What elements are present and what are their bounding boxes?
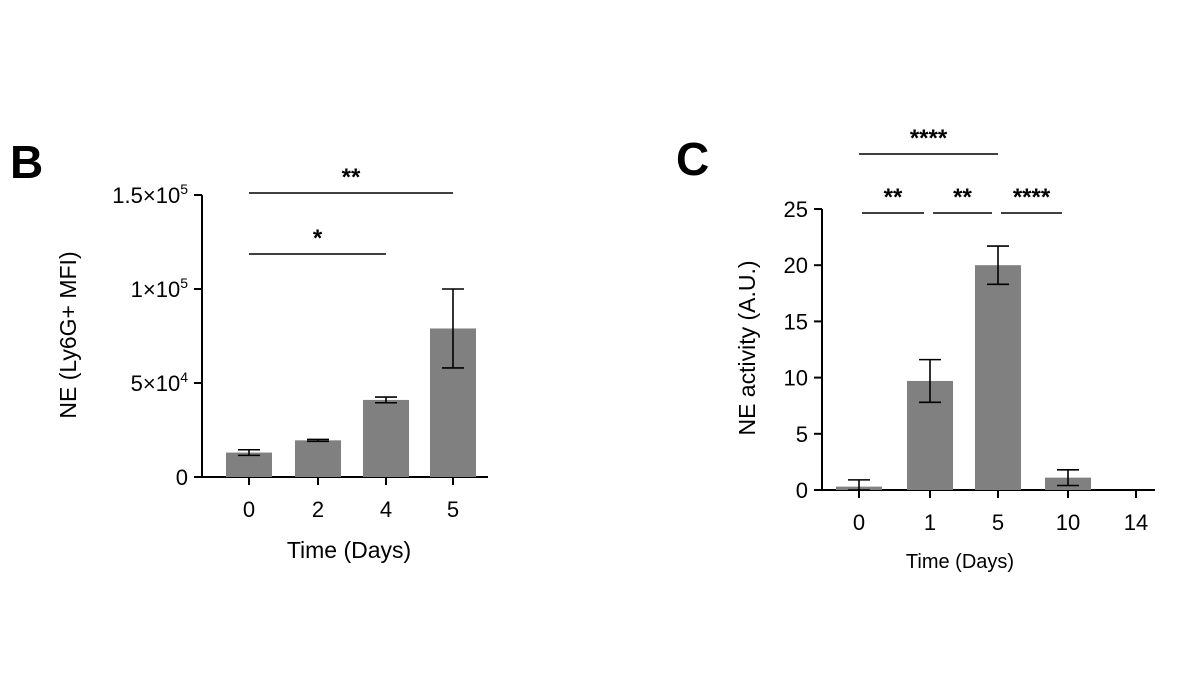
- y-tick-label-c: 5: [796, 422, 808, 447]
- x-axis-label-b: Time (Days): [287, 537, 411, 563]
- y-tick-label-b: 5×104: [131, 369, 189, 396]
- y-axis-label-b: NE (Ly6G+ MFI): [55, 251, 81, 418]
- bar-c-5: [975, 265, 1021, 490]
- panel-b: B NE (Ly6G+ MFI) Time (Days) 0 5×104 1×105…: [10, 136, 488, 563]
- panel-label-b: B: [10, 136, 43, 188]
- significance-label-b: *: [313, 225, 323, 252]
- y-tick-label-b: 1.5×105: [112, 181, 188, 208]
- y-tick-label-c: 10: [784, 366, 808, 391]
- x-tick-label-c: 5: [992, 510, 1004, 535]
- significance-label-c: **: [953, 184, 972, 211]
- significance-label-b: **: [342, 164, 361, 191]
- x-tick-label-b: 0: [243, 497, 255, 522]
- x-tick-label-b: 5: [447, 497, 459, 522]
- significance-label-c: ****: [1013, 184, 1051, 211]
- y-tick-label-c: 20: [784, 253, 808, 278]
- y-axis-label-c: NE activity (A.U.): [734, 260, 760, 435]
- x-tick-label-b: 2: [312, 497, 324, 522]
- y-tick-label-b: 1×105: [131, 275, 189, 302]
- significance-label-c: **: [884, 184, 903, 211]
- y-tick-label-c: 25: [784, 197, 808, 222]
- x-tick-label-c: 10: [1056, 510, 1080, 535]
- panel-c: C NE activity (A.U.) Time (Days) 0510152…: [676, 125, 1155, 573]
- x-tick-label-c: 14: [1124, 510, 1148, 535]
- y-tick-label-b: 0: [176, 465, 188, 490]
- x-tick-label-b: 4: [380, 497, 392, 522]
- x-tick-label-c: 0: [853, 510, 865, 535]
- bar-b-2: [295, 440, 341, 477]
- panel-label-c: C: [676, 133, 709, 185]
- x-tick-label-c: 1: [924, 510, 936, 535]
- significance-label-c: ****: [910, 125, 948, 152]
- bar-b-4: [363, 399, 409, 477]
- bar-b-0: [226, 452, 272, 477]
- y-tick-label-c: 0: [796, 478, 808, 503]
- x-axis-label-c: Time (Days): [906, 551, 1014, 573]
- y-tick-label-c: 15: [784, 309, 808, 334]
